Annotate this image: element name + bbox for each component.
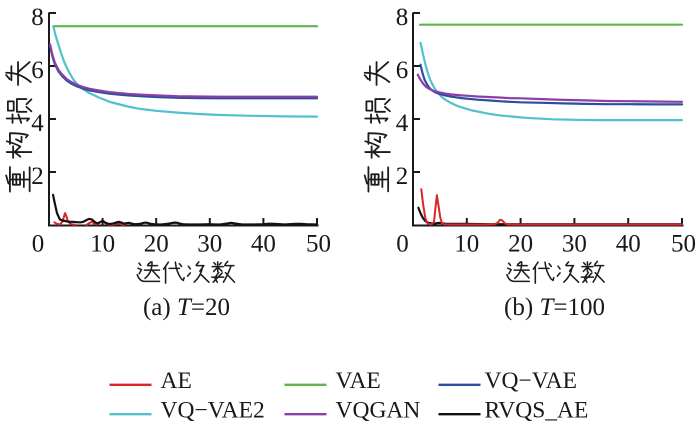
- svg-text:2: 2: [396, 163, 409, 190]
- svg-text:2: 2: [31, 163, 44, 190]
- svg-text:30: 30: [562, 230, 587, 257]
- svg-text:8: 8: [31, 4, 44, 31]
- svg-text:4: 4: [31, 110, 44, 137]
- svg-text:VAE: VAE: [336, 368, 381, 394]
- svg-text:50: 50: [306, 230, 331, 257]
- svg-text:30: 30: [197, 230, 222, 257]
- svg-text:40: 40: [251, 230, 276, 257]
- svg-text:VQGAN: VQGAN: [336, 398, 421, 424]
- svg-text:(b) T=100: (b) T=100: [504, 294, 605, 321]
- svg-text:RVQS_AE: RVQS_AE: [485, 398, 589, 424]
- svg-text:AE: AE: [161, 368, 192, 394]
- svg-text:20: 20: [508, 230, 533, 257]
- svg-text:4: 4: [396, 110, 409, 137]
- svg-text:10: 10: [90, 230, 115, 257]
- svg-text:(a) T=20: (a) T=20: [143, 294, 230, 321]
- svg-text:8: 8: [396, 4, 409, 31]
- svg-text:6: 6: [396, 57, 409, 84]
- svg-text:VQ−VAE2: VQ−VAE2: [161, 398, 265, 424]
- svg-text:0: 0: [396, 230, 409, 257]
- svg-text:50: 50: [671, 230, 696, 257]
- svg-text:10: 10: [454, 230, 479, 257]
- svg-text:40: 40: [616, 230, 641, 257]
- svg-text:VQ−VAE: VQ−VAE: [485, 368, 577, 394]
- svg-text:20: 20: [144, 230, 169, 257]
- svg-text:6: 6: [31, 57, 44, 84]
- svg-text:0: 0: [32, 230, 45, 257]
